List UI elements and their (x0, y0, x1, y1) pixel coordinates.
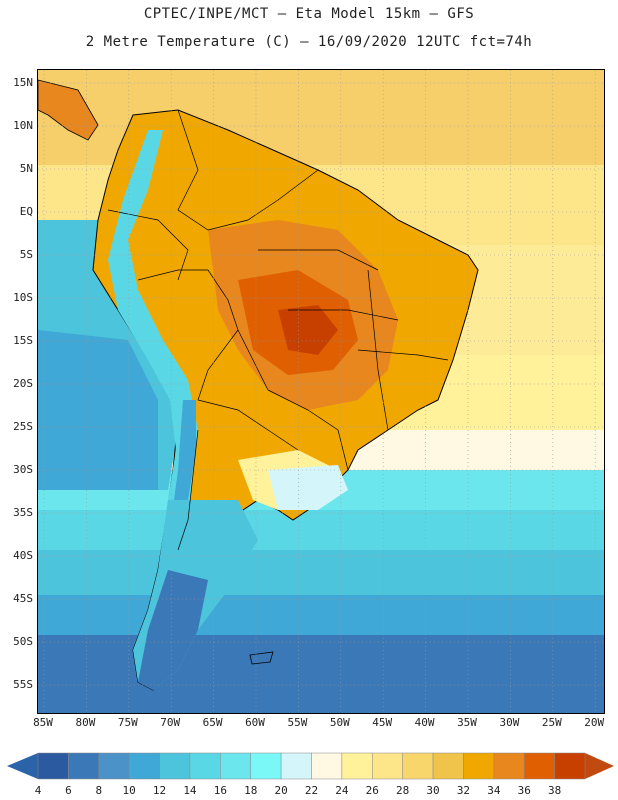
ocean-band-cool-2 (38, 510, 604, 550)
lat-label: 5S (19, 248, 33, 261)
temperature-map[interactable] (37, 69, 605, 714)
colorbar-cell (372, 752, 403, 780)
border-8 (288, 309, 399, 321)
andes-cold-band (108, 130, 198, 550)
colorbar-cell (220, 752, 251, 780)
border-2 (107, 209, 189, 281)
pacific-cool-water-south (38, 330, 158, 490)
colorbar-tick-label: 22 (304, 784, 319, 797)
chart-title-line2: 2 Metre Temperature (C) – 16/09/2020 12U… (85, 34, 533, 50)
colorbar-tick-label: 12 (152, 784, 167, 797)
colorbar-cell (311, 752, 343, 780)
colorbar-tick-label: 8 (95, 784, 103, 797)
colorbar-cell (493, 752, 525, 780)
lat-label: 15S (13, 334, 33, 347)
lat-label: 10S (13, 291, 33, 304)
ocean-band-cold-1 (38, 595, 604, 635)
rio-de-la-plata-cool (268, 465, 348, 510)
border-4 (197, 329, 239, 401)
patagonia-coldest (138, 570, 208, 690)
colorbar-cell (189, 752, 221, 780)
colorbar-cell (250, 752, 282, 780)
colorbar-tick-label: 24 (335, 784, 349, 797)
lat-label: 20S (13, 377, 33, 390)
colorbar-tick-label: 14 (183, 784, 197, 797)
border-3 (137, 269, 269, 391)
lon-label: 55W (287, 716, 308, 729)
colorbar-tick-label: 28 (396, 784, 410, 797)
colorbar-tick-label: 38 (547, 784, 562, 797)
colorbar-cell (68, 752, 100, 780)
ocean-band-cool-3 (38, 550, 604, 595)
lat-label: 5N (19, 162, 33, 175)
ocean-band-cold-2 (38, 635, 604, 713)
colorbar-tick-label: 20 (274, 784, 288, 797)
lon-label: 65W (202, 716, 223, 729)
colorbar-tick-label: 32 (456, 784, 471, 797)
border-11 (177, 429, 199, 551)
hottest-core (278, 305, 338, 355)
lat-label: 35S (13, 506, 33, 519)
lon-label: 45W (372, 716, 393, 729)
andes-coldest-band (170, 400, 196, 530)
lat-label: 10N (13, 119, 33, 132)
border-9 (357, 349, 449, 361)
colorbar-cell (402, 752, 434, 780)
colorbar-tick-label: 18 (244, 784, 258, 797)
lat-label: 15N (13, 76, 33, 89)
lat-label: 50S (13, 635, 33, 648)
colorbar-cell (432, 752, 464, 780)
border-6 (197, 399, 299, 451)
lon-label: 70W (160, 716, 181, 729)
country-borders (107, 109, 449, 551)
colorbar-cell (159, 752, 191, 780)
colorbar-left-arrow (7, 753, 38, 779)
border-1 (177, 109, 319, 231)
lat-label: 25S (13, 420, 33, 433)
lon-label: 25W (541, 716, 562, 729)
lon-label: 80W (75, 716, 96, 729)
colorbar-cell (463, 752, 495, 780)
lon-label: 75W (117, 716, 138, 729)
colorbar-tick-label: 26 (365, 784, 379, 797)
lon-label: 35W (457, 716, 477, 729)
colorbar-cell (98, 752, 130, 780)
lon-label: 20W (584, 716, 605, 729)
border-5 (267, 389, 349, 471)
colorbar-cell (341, 752, 373, 780)
chart-title-line1: CPTEC/INPE/MCT – Eta Model 15km – GFS (143, 6, 475, 22)
lon-label: 40W (414, 716, 435, 729)
colorbar (7, 752, 614, 780)
lat-label: 45S (13, 592, 33, 605)
colorbar-tick-label: 6 (65, 784, 72, 797)
lon-label: 50W (329, 716, 350, 729)
colorbar-tick-label: 36 (517, 784, 531, 797)
colorbar-tick-label: 30 (426, 784, 440, 797)
border-7 (258, 249, 379, 271)
colorbar-cell (280, 752, 312, 780)
colorbar-cell (128, 752, 160, 780)
border-10 (367, 269, 389, 431)
lat-label: EQ (19, 205, 33, 218)
lon-label: 85W (33, 716, 53, 729)
lat-label: 55S (13, 678, 33, 691)
map-canvas (38, 70, 604, 713)
lon-label: 60W (245, 716, 265, 729)
colorbar-cell (523, 752, 555, 780)
colorbar-tick-label: 16 (213, 784, 227, 797)
lon-label: 30W (499, 716, 520, 729)
lat-label: 30S (13, 463, 33, 476)
colorbar-cell (37, 752, 69, 780)
colorbar-tick-label: 4 (34, 784, 42, 797)
central-america-land (38, 79, 99, 141)
colorbar-tick-label: 34 (487, 784, 501, 797)
lat-label: 40S (13, 549, 33, 562)
colorbar-tick-label: 10 (122, 784, 136, 797)
colorbar-cell (554, 752, 586, 780)
colorbar-right-arrow (585, 753, 614, 779)
